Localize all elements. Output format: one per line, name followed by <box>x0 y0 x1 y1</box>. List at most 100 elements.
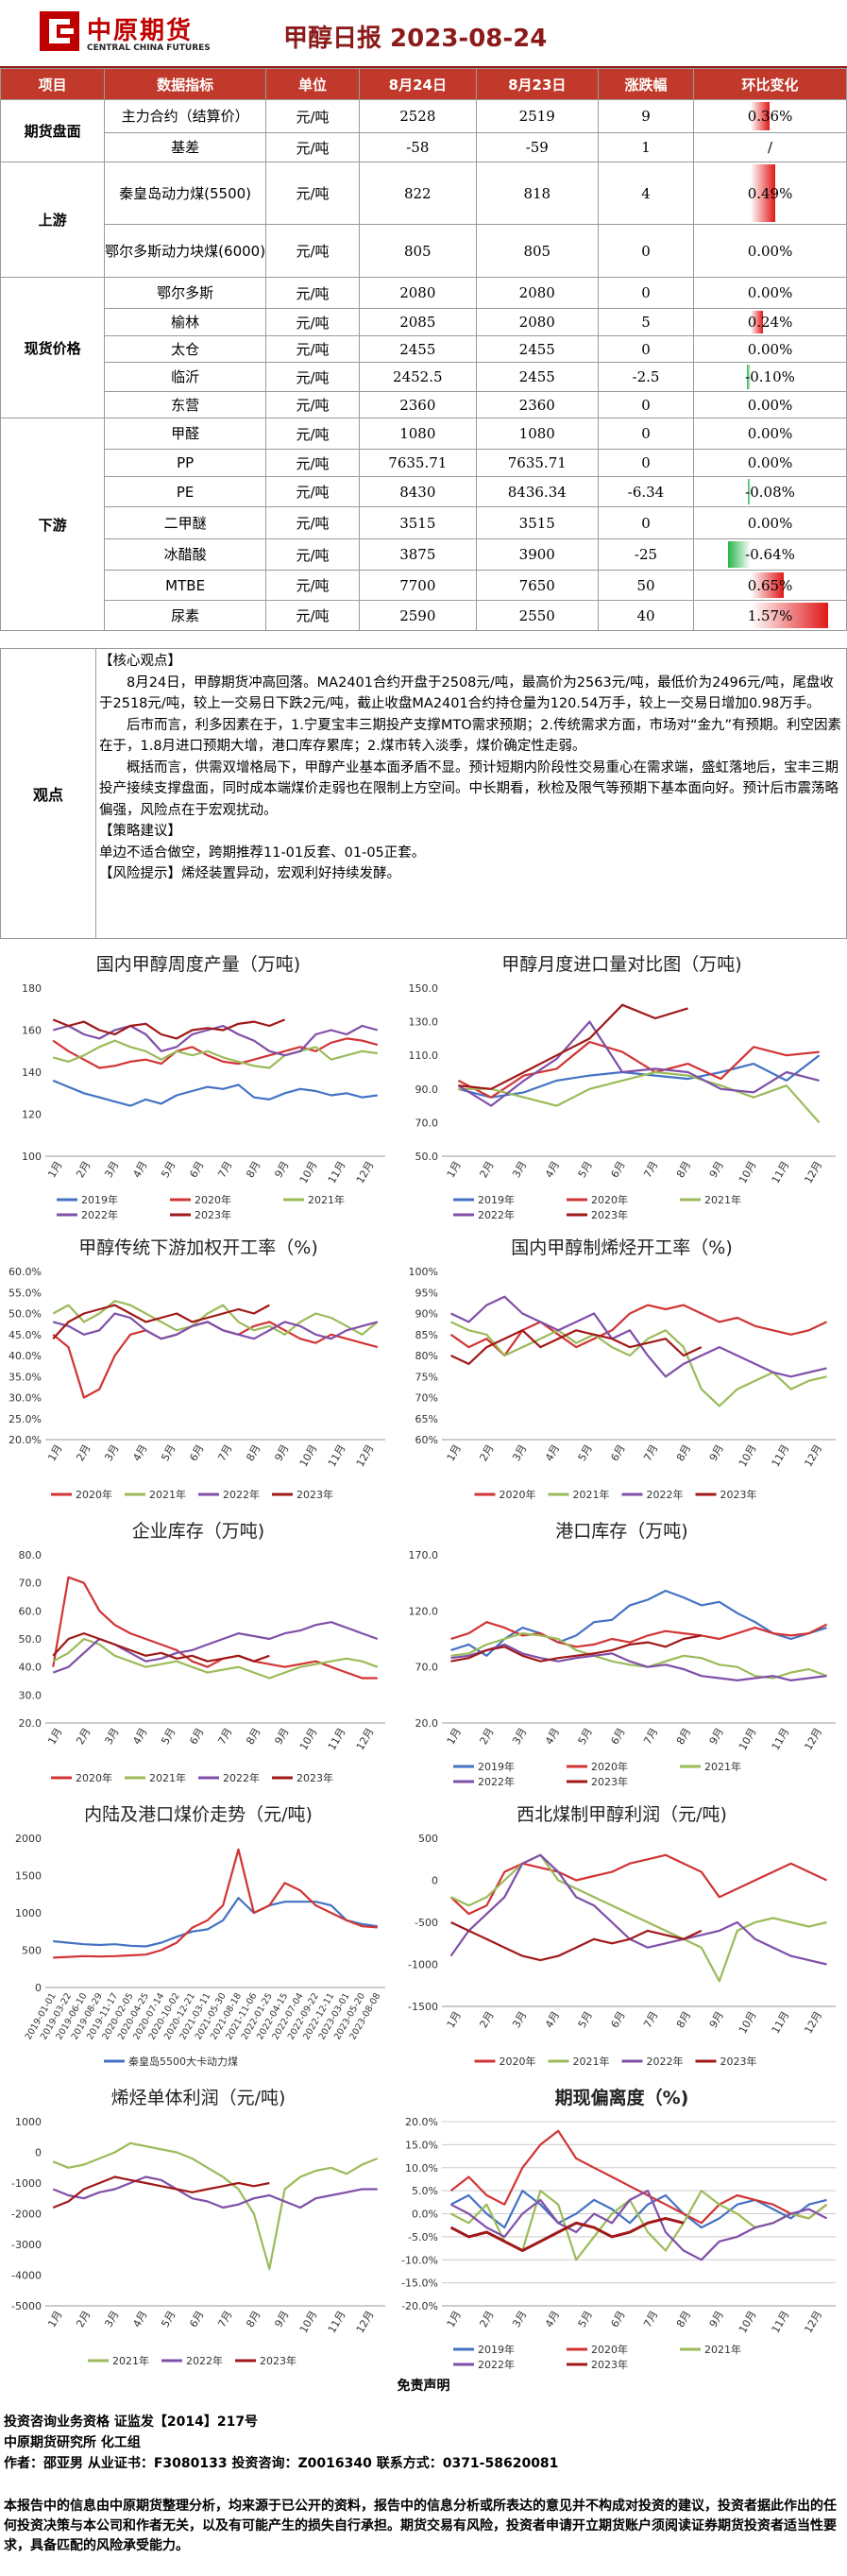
legend-label: 2019年 <box>478 1193 515 1206</box>
y-tick-label: 500 <box>22 1945 42 1957</box>
y-tick-label: 2000 <box>15 1833 42 1845</box>
view-label: 观点 <box>1 649 96 938</box>
x-tick-label: 11月 <box>770 1159 792 1186</box>
legend-label: 2020年 <box>76 1488 112 1501</box>
diff-cell: 0 <box>597 506 695 539</box>
name-cell: 尿素 <box>104 600 267 631</box>
report-title: 甲醇日报 2023-08-24 <box>283 25 548 53</box>
chart-svg: -20.0% -15.0% -10.0% -5.0% 0.0% 5.0% 10.0% 15.0… <box>401 2116 836 2371</box>
change-value: 0.00% <box>747 284 793 301</box>
series-line <box>450 1631 827 1680</box>
y-tick-label: -20.0% <box>401 2300 438 2312</box>
y-tick-label: -1500 <box>408 2001 438 2013</box>
x-tick-label: 2月 <box>477 2009 496 2030</box>
legend-label: 2021年 <box>308 1193 345 1206</box>
d2-cell: 818 <box>475 162 599 225</box>
legend-label: 2022年 <box>81 1208 118 1221</box>
series-line <box>52 2175 270 2209</box>
y-tick-label: 90.0 <box>415 1083 439 1096</box>
d1-cell: 7635.71 <box>358 449 477 477</box>
chart-panel: 国内甲醇周度产量（万吨) 100 120 140 160 180 1月 2月 3月 4月 5月 6月 7… <box>0 943 397 1224</box>
x-tick-label: 3月 <box>102 1442 121 1463</box>
x-tick-label: 3月 <box>510 2309 529 2329</box>
unit-cell: 元/吨 <box>265 538 360 571</box>
y-tick-label: 1000 <box>15 2116 42 2128</box>
category-cell: 期货盘面 <box>0 99 106 162</box>
change-cell: 0.00% <box>693 506 847 539</box>
y-tick-label: 20.0% <box>405 2116 438 2128</box>
y-tick-label: -3000 <box>11 2239 42 2251</box>
d2-cell: 7650 <box>475 570 599 601</box>
price-table: 项目 数据指标 单位 8月24日 8月23日 涨跌幅 环比变化 期货盘面 主力合约（结算价）元… <box>0 68 847 631</box>
y-tick-label: 60% <box>415 1434 438 1446</box>
series-line <box>450 1634 703 1663</box>
x-tick-label: 5月 <box>576 1726 595 1747</box>
y-tick-label: 95% <box>415 1287 438 1299</box>
x-tick-label: 8月 <box>244 1159 263 1180</box>
change-cell: 0.00% <box>693 449 847 477</box>
x-tick-label: 8月 <box>674 2309 693 2329</box>
unit-cell: 元/吨 <box>265 362 360 392</box>
x-tick-label: 1月 <box>445 1159 464 1180</box>
view-paragraph: 【核心观点】 <box>99 654 181 669</box>
view-paragraph: 【风险提示】烯烃装置异动，宏观利好持续发酵。 <box>99 866 400 881</box>
series-line <box>52 1631 270 1663</box>
legend-label: 2022年 <box>647 1488 684 1501</box>
y-tick-label: 60.0 <box>19 1605 42 1617</box>
series-line <box>449 2189 828 2261</box>
table-row: MTBE 元/吨 7700 7650 50 0.65% <box>1 570 847 601</box>
y-tick-label: 0 <box>432 1875 438 1887</box>
y-tick-label: -4000 <box>11 2270 42 2282</box>
d2-cell: -59 <box>475 132 599 162</box>
name-cell: 榆林 <box>104 308 267 336</box>
column-header: 涨跌幅 <box>597 68 695 100</box>
table-header-row: 项目 数据指标 单位 8月24日 8月23日 涨跌幅 环比变化 <box>0 68 847 100</box>
x-tick-label: 4月 <box>543 2009 562 2030</box>
category-cell: 上游 <box>0 162 106 278</box>
series-line <box>52 1321 379 1399</box>
view-paragraph: 单边不适合做空，跨期推荐11-01反套、01-05正套。 <box>99 844 426 861</box>
change-value: -0.08% <box>745 483 795 501</box>
x-tick-label: 3月 <box>510 1726 529 1747</box>
unit-cell: 元/吨 <box>265 162 360 225</box>
x-tick-label: 10月 <box>297 1442 320 1469</box>
d2-cell: 805 <box>475 224 599 278</box>
legend-label: 2020年 <box>76 1771 112 1784</box>
y-tick-label: 70.0 <box>19 1578 42 1590</box>
y-tick-label: -10.0% <box>401 2254 438 2266</box>
diff-cell: -25 <box>597 538 695 571</box>
name-cell: 鄂尔多斯 <box>104 277 267 309</box>
x-tick-label: 6月 <box>608 2009 627 2030</box>
d1-cell: 8430 <box>358 476 477 507</box>
series-line <box>450 1921 703 1962</box>
chart-title: 甲醇月度进口量对比图（万吨) <box>501 954 742 975</box>
x-tick-label: 8月 <box>244 2309 263 2329</box>
change-cell: 1.57% <box>693 600 847 631</box>
legend-label: 2019年 <box>478 1760 515 1773</box>
category-cell: 下游 <box>0 418 106 631</box>
d2-cell: 2080 <box>475 277 599 309</box>
series-line <box>53 1897 378 1948</box>
x-tick-label: 5月 <box>159 2309 178 2329</box>
y-tick-label: 70% <box>415 1392 438 1405</box>
diff-cell: 50 <box>597 570 695 601</box>
legend-label: 2022年 <box>478 2358 515 2371</box>
y-tick-label: 500 <box>418 1833 438 1845</box>
x-tick-label: 10月 <box>297 1159 320 1186</box>
chart-svg: 05001000150020002019-01-012019-03-222019… <box>15 1833 385 2068</box>
change-value: 0.36% <box>747 108 793 125</box>
x-tick-label: 2月 <box>477 1159 496 1180</box>
legend-label: 2020年 <box>195 1193 231 1206</box>
x-tick-label: 9月 <box>272 1159 291 1180</box>
change-cell: -0.64% <box>693 538 847 571</box>
y-tick-label: 60.0% <box>8 1266 42 1278</box>
table-row: 期货盘面 主力合约（结算价） 元/吨 2528 2519 9 0.36% <box>0 99 847 162</box>
y-tick-label: 0.0% <box>412 2209 438 2221</box>
table-row: 临沂 元/吨 2452.5 2455 -2.5 -0.10% <box>1 362 847 392</box>
change-cell: 0.24% <box>693 308 847 336</box>
y-tick-label: -1000 <box>408 1959 438 1971</box>
chart-title: 港口库存（万吨) <box>555 1521 688 1542</box>
change-cell: 0.00% <box>693 391 847 418</box>
x-tick-label: 8月 <box>674 2009 693 2030</box>
category-cell: 现货价格 <box>0 277 106 418</box>
